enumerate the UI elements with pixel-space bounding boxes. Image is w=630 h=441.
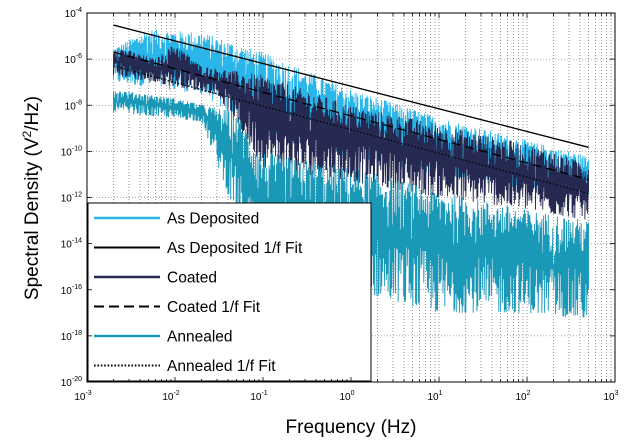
y-axis-label-sup: 2 <box>20 130 34 137</box>
ticks: 10-3 10-2 10-1 100 101 102 103 10-4 10-6 10-8 10-1… <box>61 7 619 403</box>
x-axis-label: Frequency (Hz) <box>286 417 417 438</box>
legend-box <box>87 202 372 382</box>
y-axis-label-suffix: /Hz) <box>22 96 43 131</box>
legend-item-2: As Deposited 1/f Fit <box>94 240 303 257</box>
y-axis-label: Spectral Density (V2/Hz) <box>20 96 43 300</box>
series-6 <box>113 65 589 195</box>
legend-label: Coated <box>167 270 217 287</box>
x-tick-label: 10-1 <box>250 390 267 403</box>
series-3-trace <box>113 46 589 220</box>
series-2-fit-line <box>113 24 589 148</box>
y-tick-label: 10-18 <box>61 330 82 343</box>
x-tick-label: 101 <box>427 390 442 403</box>
legend-item-3: Coated <box>94 270 217 287</box>
series-layer <box>113 24 589 318</box>
y-tick-label: 10-6 <box>65 53 82 66</box>
legend-label: Coated 1/f Fit <box>167 299 261 316</box>
y-tick-label: 10-20 <box>61 376 82 389</box>
legend: As Deposited As Deposited 1/f Fit Coated Co… <box>87 202 372 382</box>
x-tick-label: 103 <box>603 390 618 403</box>
x-tick-label: 10-3 <box>74 390 91 403</box>
x-tick-label: 10-2 <box>162 390 179 403</box>
legend-item-1: As Deposited <box>94 211 259 228</box>
legend-label: Annealed 1/f Fit <box>167 358 276 375</box>
series-2 <box>113 24 589 148</box>
legend-item-5: Annealed <box>94 329 233 346</box>
series-4-fit-line <box>113 51 589 181</box>
x-tick-label: 100 <box>339 390 354 403</box>
legend-item-4: Coated 1/f Fit <box>94 299 261 316</box>
legend-label: As Deposited <box>167 211 259 228</box>
legend-label: As Deposited 1/f Fit <box>167 240 303 257</box>
series-3 <box>113 46 589 220</box>
y-tick-label: 10-16 <box>61 284 82 297</box>
y-tick-label: 10-10 <box>61 145 82 158</box>
y-tick-label: 10-4 <box>65 7 82 20</box>
x-tick-label: 102 <box>515 390 530 403</box>
y-tick-label: 10-12 <box>61 192 82 205</box>
legend-label: Annealed <box>167 329 233 346</box>
y-tick-label: 10-8 <box>65 99 82 112</box>
y-tick-label: 10-14 <box>61 238 82 251</box>
series-6-fit-line <box>113 65 589 195</box>
legend-item-6: Annealed 1/f Fit <box>94 358 276 375</box>
series-4 <box>113 51 589 181</box>
y-axis-label-prefix: Spectral Density (V <box>22 137 43 300</box>
